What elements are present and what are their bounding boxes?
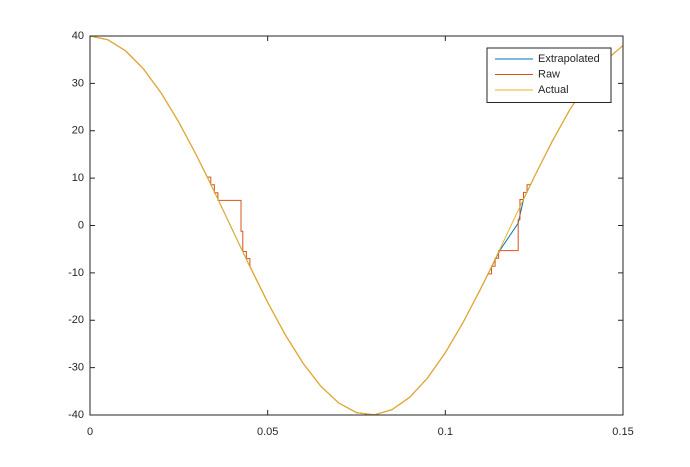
y-tick-label: 40 [72,30,84,42]
y-tick-label: 0 [78,219,84,231]
y-tick-label: 20 [72,125,84,137]
y-tick-label: -10 [68,267,84,279]
x-tick-label: 0.15 [612,426,633,438]
legend-label: Raw [538,68,560,80]
y-tick-label: -40 [68,409,84,421]
y-tick-label: -20 [68,314,84,326]
y-tick-label: 30 [72,77,84,89]
axes-box [89,35,624,416]
y-tick-label: -30 [68,362,84,374]
y-tick-label: 10 [72,172,84,184]
x-tick-label: 0.05 [257,426,278,438]
legend-label: Extrapolated [538,53,600,65]
x-tick-label: 0 [87,426,93,438]
legend-box [486,47,612,103]
x-tick-label: 0.1 [438,426,453,438]
series-line [90,35,623,416]
legend-label: Actual [538,84,569,96]
